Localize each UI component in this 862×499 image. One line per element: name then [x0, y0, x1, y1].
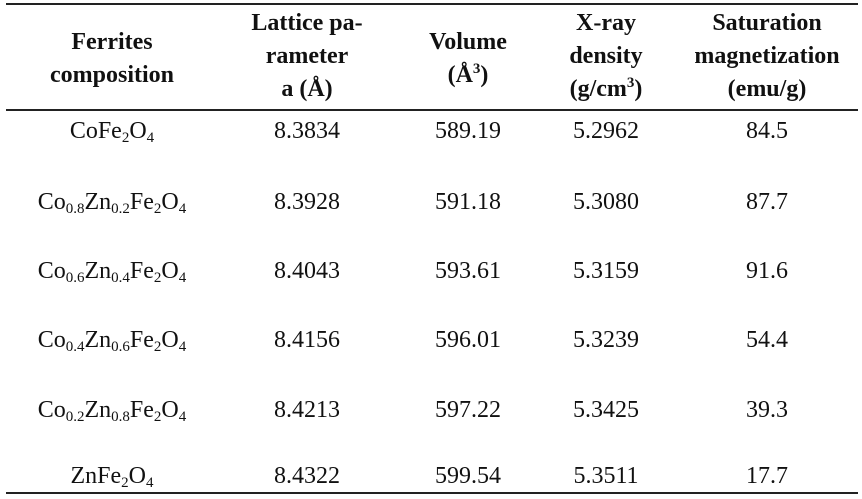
cell-density: 5.3511 — [573, 463, 639, 489]
header-density-line2: density — [569, 43, 643, 69]
bottom-rule — [6, 492, 858, 494]
cell-volume: 591.18 — [435, 189, 501, 215]
cell-volume: 593.61 — [435, 258, 501, 284]
cell-lattice: 8.3928 — [274, 189, 340, 215]
cell-density: 5.3425 — [573, 397, 639, 423]
header-saturation-line2: magnetization — [694, 43, 840, 69]
cell-volume: 589.19 — [435, 118, 501, 144]
cell-density: 5.3239 — [573, 327, 639, 353]
header-lattice-line1: Lattice pa- — [251, 10, 363, 36]
cell-density: 5.2962 — [573, 118, 639, 144]
header-lattice-line2: rameter — [265, 43, 349, 69]
cell-composition: Co0.2Zn0.8Fe2O4 — [37, 397, 187, 425]
top-rule — [6, 3, 858, 5]
header-lattice-line3: a (Å) — [281, 76, 333, 102]
cell-lattice: 8.4156 — [274, 327, 340, 353]
header-volume-line2: (Å3) — [447, 61, 489, 89]
cell-density: 5.3080 — [573, 189, 639, 215]
cell-saturation: 17.7 — [746, 463, 788, 489]
cell-lattice: 8.4043 — [274, 258, 340, 284]
cell-composition: Co0.4Zn0.6Fe2O4 — [37, 327, 187, 355]
header-saturation: Saturation magnetization (emu/g) — [674, 7, 860, 106]
cell-saturation: 87.7 — [746, 189, 788, 215]
header-composition: Ferrites composition — [8, 26, 216, 92]
cell-composition: CoFe2O4 — [69, 118, 155, 146]
cell-saturation: 39.3 — [746, 397, 788, 423]
header-lattice: Lattice pa- rameter a (Å) — [218, 7, 396, 106]
cell-lattice: 8.4213 — [274, 397, 340, 423]
cell-composition: Co0.6Zn0.4Fe2O4 — [37, 258, 187, 286]
cell-composition: ZnFe2O4 — [70, 463, 154, 491]
header-volume-line1: Volume — [429, 29, 507, 55]
header-density-line1: X-ray — [576, 10, 636, 36]
cell-volume: 597.22 — [435, 397, 501, 423]
header-composition-line2: composition — [49, 62, 174, 88]
cell-saturation: 84.5 — [746, 118, 788, 144]
cell-composition: Co0.8Zn0.2Fe2O4 — [37, 189, 187, 217]
header-composition-line1: Ferrites — [71, 29, 153, 55]
header-saturation-line3: (emu/g) — [727, 76, 807, 102]
cell-lattice: 8.3834 — [274, 118, 340, 144]
cell-volume: 599.54 — [435, 463, 501, 489]
header-saturation-line1: Saturation — [712, 10, 822, 36]
header-density: X-ray density (g/cm3) — [540, 7, 672, 106]
header-volume: Volume (Å3) — [398, 26, 538, 92]
cell-saturation: 91.6 — [746, 258, 788, 284]
header-rule — [6, 109, 858, 111]
cell-volume: 596.01 — [435, 327, 501, 353]
cell-density: 5.3159 — [573, 258, 639, 284]
cell-lattice: 8.4322 — [274, 463, 340, 489]
header-density-line3: (g/cm3) — [569, 75, 643, 103]
cell-saturation: 54.4 — [746, 327, 788, 353]
